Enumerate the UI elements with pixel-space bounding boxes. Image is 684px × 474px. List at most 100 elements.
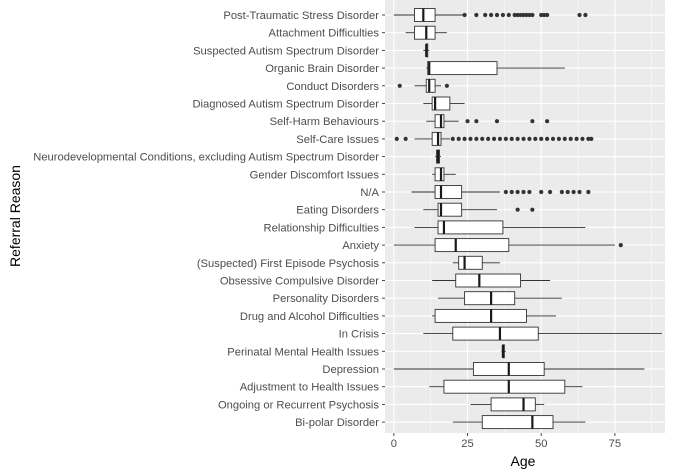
outlier-point [515,189,520,195]
outlier-point [589,136,594,141]
outlier-point [539,12,544,18]
iqr-box [458,255,483,270]
outlier-point [500,12,505,18]
iqr-box [437,202,463,217]
box-3 [426,61,565,76]
outlier-point [550,136,556,141]
outlier-point [474,12,479,18]
outlier-point [524,12,529,18]
box-18 [423,326,663,341]
box-15 [432,273,551,288]
category-label: Suspected Autism Spectrum Disorder [193,45,379,57]
box-23 [452,415,586,430]
outlier-point [539,189,544,195]
iqr-box [431,96,451,111]
outlier-point [580,136,585,141]
outlier-point [394,136,399,141]
outlier-point [480,136,485,141]
category-label: Eating Disorders [296,205,379,217]
category-label: Ongoing or Recurrent Psychosis [218,399,379,411]
outlier-point [583,12,588,18]
outlier-point [545,12,550,18]
iqr-box [464,291,516,306]
outlier-point [497,136,503,141]
outlier-point [503,136,508,141]
category-label: Personality Disorders [273,293,380,305]
outlier-point [586,136,591,141]
outlier-point [462,136,467,141]
outlier-point [542,12,547,18]
outlier-point [515,12,520,18]
iqr-box [434,167,445,182]
iqr-box [481,415,554,430]
outlier-point [474,119,479,124]
outlier-point [556,136,561,141]
outlier-point [494,12,500,18]
outlier-point [518,12,523,18]
category-label: Obsessive Compulsive Disorder [220,276,379,288]
category-label: Attachment Difficulties [269,28,380,40]
box-13 [393,238,623,253]
outlier-point [465,119,470,124]
outlier-point [571,189,576,195]
box-16 [438,291,562,306]
outlier-point [530,207,535,212]
outlier-point [509,136,514,141]
outlier-point [618,243,623,248]
category-label: Drug and Alcohol Difficulties [240,311,379,323]
category-label: Diagnosed Autism Spectrum Disorder [192,99,379,111]
iqr-box [434,238,510,253]
box-6 [426,114,550,129]
category-label: Post-Traumatic Stress Disorder [223,10,379,22]
outlier-point [515,207,520,212]
box-14 [452,255,500,270]
outlier-point [527,136,532,141]
category-label: Perinatal Mental Health Issues [227,346,379,358]
category-label: Conduct Disorders [286,81,379,93]
outlier-point [559,189,564,195]
outlier-point [456,136,461,141]
outlier-point [462,12,467,18]
outlier-point [574,136,579,141]
outlier-point [521,12,526,18]
category-label: In Crisis [339,329,380,341]
category-label: Relationship Difficulties [264,222,380,234]
box-0 [393,8,588,22]
iqr-box [434,114,445,129]
outlier-point [506,12,511,18]
boxes [393,8,663,430]
outlier-point [530,119,535,124]
iqr-box [414,8,436,22]
box-4 [397,78,449,93]
x-tick-label: 0 [391,438,397,450]
outlier-point [568,136,573,141]
iqr-box [434,185,463,199]
iqr-box [434,308,527,323]
iqr-box [490,397,536,412]
box-11 [423,202,535,217]
category-label: Self-Care Issues [296,134,379,146]
outlier-point [586,189,591,195]
box-21 [429,379,583,394]
x-axis-ticks: 0 25 50 75 [391,433,621,450]
category-labels: Post-Traumatic Stress Disorder Attachment… [33,10,385,429]
x-tick-label: 25 [461,438,473,450]
outlier-point [533,136,538,141]
box-8 [435,149,441,164]
category-label: Anxiety [342,240,379,252]
outlier-point [539,136,544,141]
outlier-point [486,136,491,141]
outlier-point [509,189,514,195]
box-2 [423,43,430,58]
outlier-point [527,12,532,18]
outlier-point [530,12,535,18]
category-label: Neurodevelopmental Conditions, excluding… [33,152,379,164]
x-tick-label: 75 [609,438,621,450]
box-10 [411,185,591,199]
outlier-point [489,12,494,18]
category-label: Depression [322,364,379,376]
outlier-point [397,83,402,88]
outlier-point [474,136,479,141]
iqr-box [425,78,436,93]
